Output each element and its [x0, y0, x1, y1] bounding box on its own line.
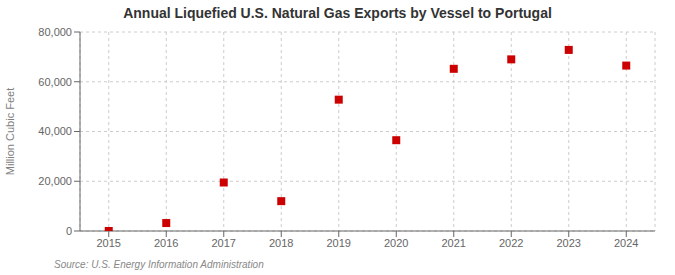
svg-text:Million Cubic Feet: Million Cubic Feet [8, 88, 16, 175]
html-text:Annual Liquefied U.S. Natural: Annual Liquefied U.S. Natural Gas Export… [123, 5, 552, 21]
svg-text:2023: 2023 [557, 237, 581, 249]
html-text:Source: U.S. Energy Informatio: Source: U.S. Energy Information Administ… [54, 259, 264, 270]
svg-text:60,000: 60,000 [38, 76, 72, 88]
svg-text:20,000: 20,000 [38, 175, 72, 187]
svg-text:0: 0 [66, 225, 72, 237]
svg-text:2018: 2018 [269, 237, 293, 249]
svg-text:2017: 2017 [212, 237, 236, 249]
svg-text:2021: 2021 [442, 237, 466, 249]
svg-text:2019: 2019 [327, 237, 351, 249]
svg-text:2020: 2020 [384, 237, 408, 249]
svg-text:2022: 2022 [499, 237, 523, 249]
svg-text:2024: 2024 [614, 237, 638, 249]
svg-text:2016: 2016 [154, 237, 178, 249]
svg-text:40,000: 40,000 [38, 125, 72, 137]
svg-text:80,000: 80,000 [38, 26, 72, 38]
svg-text:2015: 2015 [97, 237, 121, 249]
